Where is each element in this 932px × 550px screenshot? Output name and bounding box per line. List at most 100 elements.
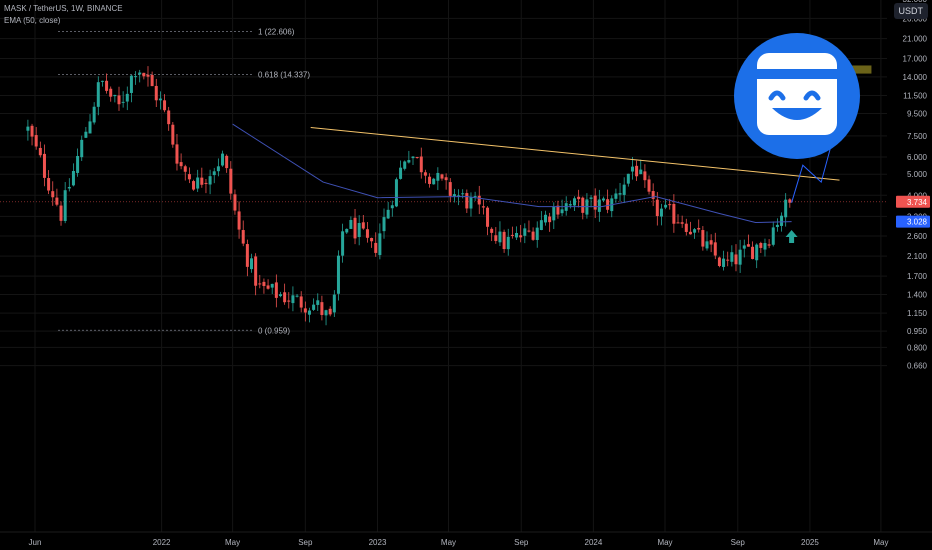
candle-body (407, 160, 411, 163)
last-price-tag-bg[interactable] (896, 195, 930, 208)
candle-body (527, 230, 531, 232)
candle-body (129, 75, 133, 93)
candle-body (767, 244, 771, 246)
price-tick-label: 11.500 (903, 91, 927, 100)
price-axis-bg (887, 0, 932, 550)
candle-body (59, 205, 63, 221)
candle-body (486, 207, 490, 227)
candle-body (386, 209, 390, 219)
candle-body (775, 224, 779, 227)
candle-body (365, 229, 369, 238)
candle-body (581, 197, 585, 213)
price-tick-label: 1.700 (907, 272, 928, 281)
candle-body (221, 153, 225, 166)
time-tick-label: Sep (298, 538, 313, 547)
fib-level-label: 0 (0.959) (258, 326, 290, 335)
candle-body (158, 98, 162, 101)
candle-body (278, 294, 282, 297)
candle-body (117, 95, 121, 105)
candle-body (361, 222, 365, 229)
ema-value-tag-bg[interactable] (896, 215, 930, 228)
candle-body (490, 228, 494, 233)
price-tick-label: 0.660 (907, 362, 928, 371)
candle-body (440, 174, 444, 179)
candle-body (411, 156, 415, 159)
currency-button[interactable]: USDT (893, 3, 928, 19)
time-tick-label: 2022 (153, 538, 171, 547)
candle-body (494, 235, 498, 241)
candle-body (146, 74, 150, 77)
candle-body (167, 110, 171, 125)
candle-body (664, 204, 668, 208)
price-tick-label: 7.500 (907, 132, 928, 141)
candle-body (705, 241, 709, 249)
candle-body (701, 230, 705, 247)
price-tick-label: 9.500 (907, 110, 928, 119)
candle-body (419, 156, 423, 173)
mask-logo (734, 33, 860, 159)
candle-body (423, 172, 427, 176)
time-tick-label: May (873, 538, 888, 547)
candle-body (225, 155, 229, 169)
price-tick-label: 1.400 (907, 291, 928, 300)
candle-body (92, 106, 96, 123)
candle-body (465, 193, 469, 209)
candle-body (179, 162, 183, 167)
time-axis[interactable]: Jun 2022 May Sep 2023 May Sep 2024 May Sep 2025 May… (0, 531, 932, 550)
candle-body (676, 222, 680, 224)
candle-body (196, 177, 200, 189)
candle-body (113, 94, 117, 97)
candle-body (597, 199, 601, 212)
candle-body (349, 219, 353, 229)
candle-body (84, 131, 88, 138)
candle-body (287, 300, 291, 302)
candle-body (204, 182, 208, 184)
last-price-tag[interactable]: 3.734 (907, 198, 928, 207)
candle-body (560, 209, 564, 214)
candle-body (684, 223, 688, 232)
time-tick-label: 2024 (585, 538, 603, 547)
price-tick-label: 2.100 (907, 252, 928, 261)
ema-value-tag[interactable]: 3.028 (907, 218, 928, 227)
price-tick-label: 2.600 (907, 232, 928, 241)
ema-50-line[interactable] (232, 123, 792, 224)
candle-body (780, 215, 784, 226)
price-tick-label: 1.150 (907, 309, 928, 318)
logo-card (757, 53, 837, 135)
candle-body (34, 135, 38, 147)
candle-body (295, 295, 299, 297)
candle-body (552, 206, 556, 221)
candle-body (341, 231, 345, 256)
candle-body (134, 76, 138, 78)
time-tick-label: 2025 (801, 538, 819, 547)
candle-body (30, 125, 34, 137)
candle-body (229, 168, 233, 194)
buy-signal-arrow-icon[interactable] (785, 230, 798, 244)
price-tick-label: 4.000 (907, 191, 928, 200)
candle-body (26, 126, 30, 131)
candle-body (403, 161, 407, 169)
candle-body (345, 228, 349, 233)
time-tick-label: Sep (731, 538, 746, 547)
candle-body (651, 191, 655, 199)
fib-level-label: 0.618 (14.337) (258, 71, 310, 80)
candle-body (535, 227, 539, 240)
candle-body (316, 300, 320, 305)
candle-body (544, 214, 548, 223)
candle-body (307, 310, 311, 315)
candle-body (618, 193, 622, 195)
candle-body (680, 222, 684, 224)
candle-body (734, 254, 738, 265)
price-tick-label: 0.950 (907, 327, 928, 336)
fibonacci-retracement[interactable]: 1 (22.606) 0.618 (14.337) 0 (0.959) (58, 28, 310, 336)
price-axis[interactable]: 60.00050.00040.00032.00026.00021.00017.0… (887, 0, 932, 550)
ema-indicator-label[interactable]: EMA (50, close) (4, 16, 61, 25)
candle-body (751, 246, 755, 259)
logo-band (757, 69, 837, 79)
candle-body (457, 195, 461, 197)
candle-body (312, 304, 316, 310)
candle-body (76, 155, 80, 173)
descending-trendline[interactable] (310, 127, 840, 181)
candle-body (515, 233, 519, 238)
